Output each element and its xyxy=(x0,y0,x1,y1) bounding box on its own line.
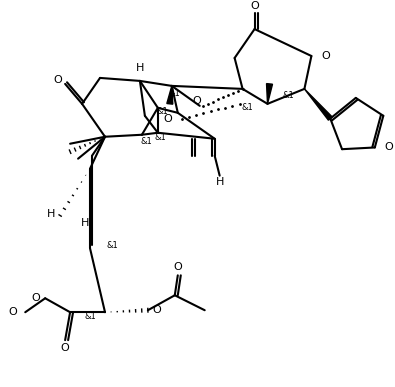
Polygon shape xyxy=(167,86,173,104)
Text: O: O xyxy=(250,1,259,11)
Text: O: O xyxy=(322,51,330,61)
Text: H: H xyxy=(47,209,55,219)
Text: O: O xyxy=(61,343,70,353)
Text: H: H xyxy=(81,219,89,228)
Text: &1: &1 xyxy=(242,103,254,112)
Text: O: O xyxy=(192,96,201,106)
Text: &1: &1 xyxy=(107,241,119,250)
Text: &1: &1 xyxy=(84,312,96,321)
Text: O: O xyxy=(385,142,393,152)
Text: &1: &1 xyxy=(282,91,294,100)
Polygon shape xyxy=(267,84,273,104)
Text: &1: &1 xyxy=(157,107,169,116)
Text: O: O xyxy=(153,305,162,315)
Text: O: O xyxy=(173,262,182,272)
Text: O: O xyxy=(32,293,40,303)
Text: O: O xyxy=(9,307,17,317)
Text: H: H xyxy=(136,63,144,73)
Text: O: O xyxy=(54,75,62,85)
Text: &1: &1 xyxy=(169,89,181,98)
Text: H: H xyxy=(216,176,224,187)
Text: &1: &1 xyxy=(155,133,167,142)
Text: &1: &1 xyxy=(140,137,152,146)
Text: O: O xyxy=(163,114,172,124)
Polygon shape xyxy=(305,89,332,120)
